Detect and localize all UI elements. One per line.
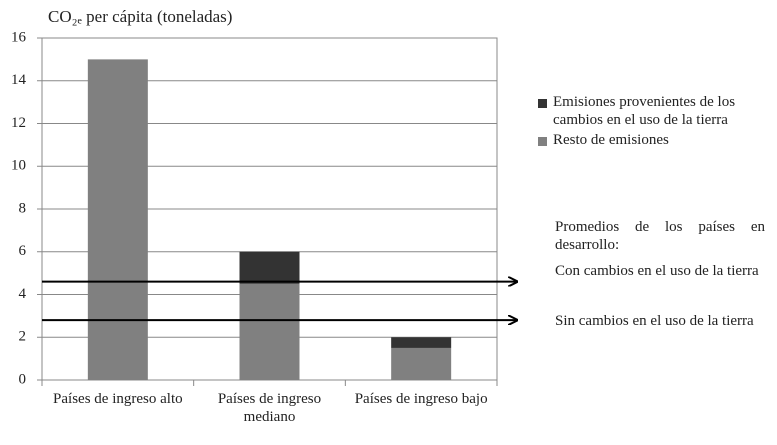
y-tick-label: 4 xyxy=(19,286,27,302)
x-tick-label: Países de ingreso alto xyxy=(53,391,183,407)
y-tick-label: 0 xyxy=(19,371,27,387)
y-tick-label: 14 xyxy=(11,72,27,88)
y-tick-label: 6 xyxy=(19,243,27,259)
y-tick-label: 16 xyxy=(11,29,27,45)
bar-segment xyxy=(239,251,300,284)
x-tick-label: Países de ingreso mediano xyxy=(217,391,322,425)
legend-swatch xyxy=(538,137,547,146)
reference-label: Con cambios en el uso de la tierra xyxy=(555,263,759,279)
bar-segment xyxy=(391,347,452,380)
y-tick-label: 2 xyxy=(19,329,27,345)
legend-label: Resto de emisiones xyxy=(553,132,669,148)
y-tick-label: 10 xyxy=(11,158,26,174)
bar-segment xyxy=(391,337,452,348)
annotation: Promedios de los países en desarrollo: xyxy=(555,219,765,253)
x-tick-label: Países de ingreso bajo xyxy=(354,391,488,407)
y-tick-label: 8 xyxy=(19,200,27,216)
legend-swatch xyxy=(538,99,547,108)
legend-label: Emisiones provenientes de los cambios en… xyxy=(553,94,736,128)
bar-segment xyxy=(87,59,148,380)
y-tick-label: 12 xyxy=(11,115,26,131)
reference-label: Sin cambios en el uso de la tierra xyxy=(555,313,754,329)
chart-title: CO₂ₑ per cápita (toneladas) xyxy=(48,7,232,26)
bar-segment xyxy=(239,283,300,380)
